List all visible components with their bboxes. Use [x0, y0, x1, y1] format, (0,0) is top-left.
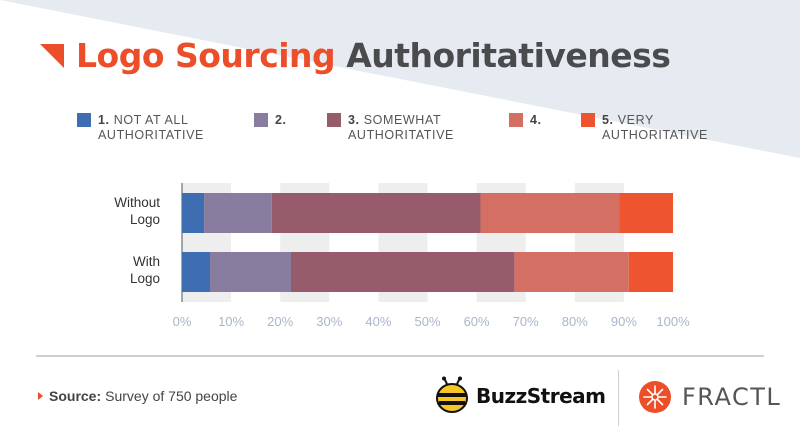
bar-segment: [480, 193, 620, 233]
brand-logos: BuzzStream FRACTL: [432, 370, 780, 426]
buzzstream-logo: BuzzStream: [432, 376, 606, 416]
legend-text2-5: AUTHORITATIVE: [602, 128, 708, 142]
legend-item-2: 2.: [254, 113, 287, 128]
legend-text-5: VERY: [617, 113, 654, 127]
title-part-2: Authoritativeness: [346, 36, 671, 75]
legend-swatch-5: [581, 113, 595, 127]
category-label: With: [133, 254, 160, 269]
legend-item-5: 5. VERY AUTHORITATIVE: [581, 113, 708, 143]
bar-segment: [514, 252, 629, 292]
title-part-1: Logo Sourcing: [76, 36, 336, 75]
x-tick-label: 40%: [365, 314, 391, 329]
x-tick-label: 80%: [562, 314, 588, 329]
legend-swatch-3: [327, 113, 341, 127]
bar-segment: [628, 252, 673, 292]
legend-swatch-4: [509, 113, 523, 127]
bar-segment: [291, 252, 515, 292]
category-label: Without: [114, 195, 160, 210]
x-tick-label: 60%: [464, 314, 490, 329]
legend-text-1: NOT AT ALL: [113, 113, 189, 127]
legend-num-3: 3.: [348, 113, 360, 127]
x-tick-label: 100%: [656, 314, 690, 329]
footer-divider: [36, 355, 764, 357]
x-tick-label: 20%: [267, 314, 293, 329]
bar-segment: [182, 193, 205, 233]
legend-item-4: 4.: [509, 113, 542, 128]
bar-segment: [619, 193, 673, 233]
legend-text-3: SOMEWHAT: [363, 113, 442, 127]
x-tick-label: 50%: [414, 314, 440, 329]
legend-num-4: 4.: [530, 113, 542, 127]
fractl-logo: FRACTL: [638, 380, 781, 414]
bar-segment: [271, 193, 481, 233]
title-triangle-icon: [40, 43, 64, 68]
fractl-name: FRACTL: [682, 383, 782, 411]
legend-item-3: 3. SOMEWHAT AUTHORITATIVE: [327, 113, 454, 143]
bar-segment: [209, 252, 292, 292]
source-text: Survey of 750 people: [105, 388, 238, 404]
legend-item-1: 1. NOT AT ALL AUTHORITATIVE: [77, 113, 204, 143]
legend-num-1: 1.: [98, 113, 110, 127]
source-note: Source: Survey of 750 people: [38, 388, 237, 404]
legend-swatch-2: [254, 113, 268, 127]
bar-segment: [182, 252, 210, 292]
source-bullet-icon: [38, 392, 43, 400]
x-tick-label: 10%: [218, 314, 244, 329]
x-tick-label: 90%: [611, 314, 637, 329]
x-tick-label: 0%: [173, 314, 192, 329]
category-label: Logo: [130, 212, 160, 227]
legend-swatch-1: [77, 113, 91, 127]
x-tick-label: 70%: [513, 314, 539, 329]
fractl-snowflake-icon: [639, 381, 671, 413]
logo-divider: [618, 370, 619, 426]
legend-num-5: 5.: [602, 113, 614, 127]
legend-text2-3: AUTHORITATIVE: [348, 128, 454, 142]
legend-text2-1: AUTHORITATIVE: [98, 128, 204, 142]
source-label: Source:: [49, 388, 102, 404]
x-tick-label: 30%: [316, 314, 342, 329]
chart-title: Logo Sourcing Authoritativeness: [40, 36, 671, 75]
category-label: Logo: [130, 271, 160, 286]
legend: 1. NOT AT ALL AUTHORITATIVE 2. 3. SOMEWH…: [77, 113, 777, 153]
legend-num-2: 2.: [275, 113, 287, 127]
bar-segment: [204, 193, 272, 233]
bee-icon: [436, 376, 468, 413]
buzzstream-name: BuzzStream: [476, 384, 606, 408]
